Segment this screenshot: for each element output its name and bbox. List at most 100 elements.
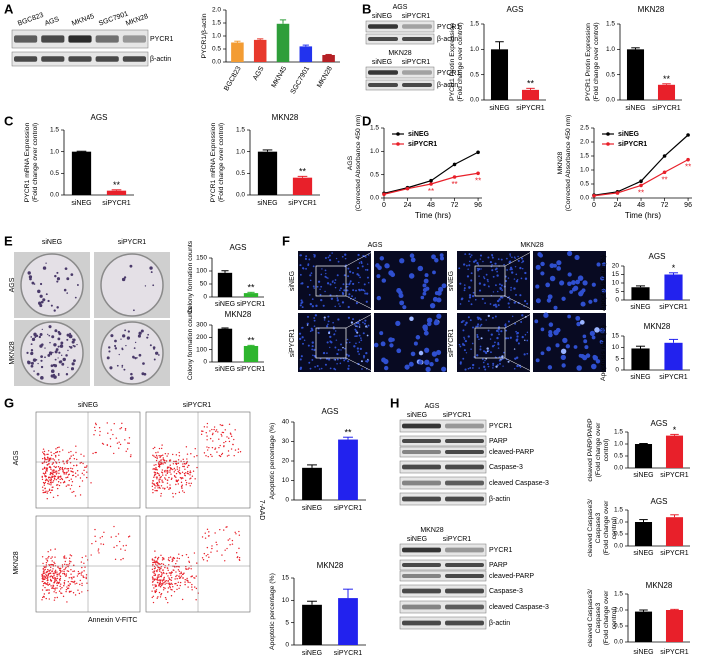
cell-event <box>176 588 178 591</box>
cell-label: AGS <box>425 403 440 410</box>
nucleus <box>334 279 337 281</box>
cell-event <box>238 559 241 561</box>
colony <box>74 296 77 299</box>
cell-event <box>68 484 70 486</box>
cell-event <box>159 567 161 569</box>
cell-event <box>228 437 230 439</box>
cell-event <box>156 485 159 487</box>
cell-event <box>165 460 168 462</box>
colony <box>134 356 137 360</box>
nucleus <box>434 358 439 363</box>
y-tick-label: 0.5 <box>370 171 379 178</box>
band-label: β-actin <box>489 620 510 627</box>
nucleus <box>515 330 517 333</box>
cell-event <box>223 441 225 444</box>
cell-event <box>71 468 74 470</box>
nucleus <box>574 254 580 261</box>
bar <box>664 274 683 300</box>
cell-event <box>194 448 196 450</box>
cell-event <box>118 540 121 543</box>
lane-label: siNEG <box>372 59 392 66</box>
x-tick-label: 72 <box>451 202 459 209</box>
nucleus <box>487 349 490 352</box>
cell-event <box>168 488 170 490</box>
cell-event <box>169 585 171 588</box>
nucleus <box>363 283 366 286</box>
nucleus <box>420 295 425 300</box>
nucleus <box>409 316 414 322</box>
cell-event <box>84 566 86 568</box>
cell-event <box>81 556 83 559</box>
cell-event <box>73 490 75 493</box>
nucleus <box>301 306 304 309</box>
nucleus <box>348 293 351 296</box>
cell-event <box>160 554 162 557</box>
cell-event <box>180 460 182 462</box>
colony <box>123 368 126 371</box>
cell-event <box>155 590 157 593</box>
cell-event <box>152 571 154 573</box>
colony <box>44 356 46 359</box>
cell-event <box>155 459 158 462</box>
cell-event <box>176 560 178 562</box>
cell-event <box>57 466 60 468</box>
cell-event <box>55 466 58 468</box>
cell-event <box>63 557 65 559</box>
cell-event <box>189 581 191 584</box>
row-label: AGS <box>13 450 20 465</box>
chart-title: AGS <box>322 407 339 416</box>
colony <box>56 306 59 309</box>
cell-event <box>218 446 220 449</box>
nucleus <box>486 347 489 350</box>
cell-event <box>169 572 172 574</box>
cell-event <box>153 570 155 572</box>
cell-event <box>155 476 158 478</box>
cell-event <box>63 473 65 475</box>
cell-event <box>172 468 174 471</box>
cell-event <box>70 467 72 470</box>
cell-event <box>208 556 210 558</box>
cell-event <box>181 554 184 557</box>
nucleus <box>301 282 304 285</box>
cell-event <box>115 437 118 439</box>
nucleus <box>576 365 582 371</box>
nucleus <box>573 285 579 291</box>
cell-event <box>213 426 216 428</box>
colony <box>57 345 60 348</box>
y-tick-label: 300 <box>196 322 207 329</box>
nucleus <box>404 364 410 370</box>
nucleus <box>526 352 529 355</box>
zoom-line <box>504 312 534 329</box>
nucleus <box>496 274 499 277</box>
nucleus <box>470 303 473 306</box>
nucleus <box>362 355 366 358</box>
cell-event <box>189 478 191 480</box>
nucleus <box>584 345 589 350</box>
cell-event <box>178 469 181 471</box>
nucleus <box>561 296 566 301</box>
colony <box>121 277 126 282</box>
cell-event <box>43 473 46 475</box>
cell-event <box>47 453 49 456</box>
y-tick-label: 20 <box>282 458 290 465</box>
nucleus <box>496 364 499 367</box>
nucleus <box>463 349 466 352</box>
category-label: siPYCR1 <box>659 304 688 311</box>
significance-label: ** <box>113 180 121 190</box>
nucleus <box>517 342 520 345</box>
cell-event <box>49 549 52 551</box>
cell-event <box>47 574 50 576</box>
nucleus <box>347 275 350 278</box>
colony <box>118 353 120 356</box>
nucleus <box>463 338 466 340</box>
cell-event <box>125 544 127 547</box>
bar <box>631 287 650 300</box>
blot-band <box>402 574 441 578</box>
nucleus <box>513 287 516 290</box>
blot-strip <box>399 435 487 447</box>
nucleus <box>543 312 549 318</box>
cell-event <box>56 487 59 490</box>
cell-event <box>83 570 85 572</box>
category-label: siPYCR1 <box>288 200 317 207</box>
cell-event <box>180 477 183 480</box>
